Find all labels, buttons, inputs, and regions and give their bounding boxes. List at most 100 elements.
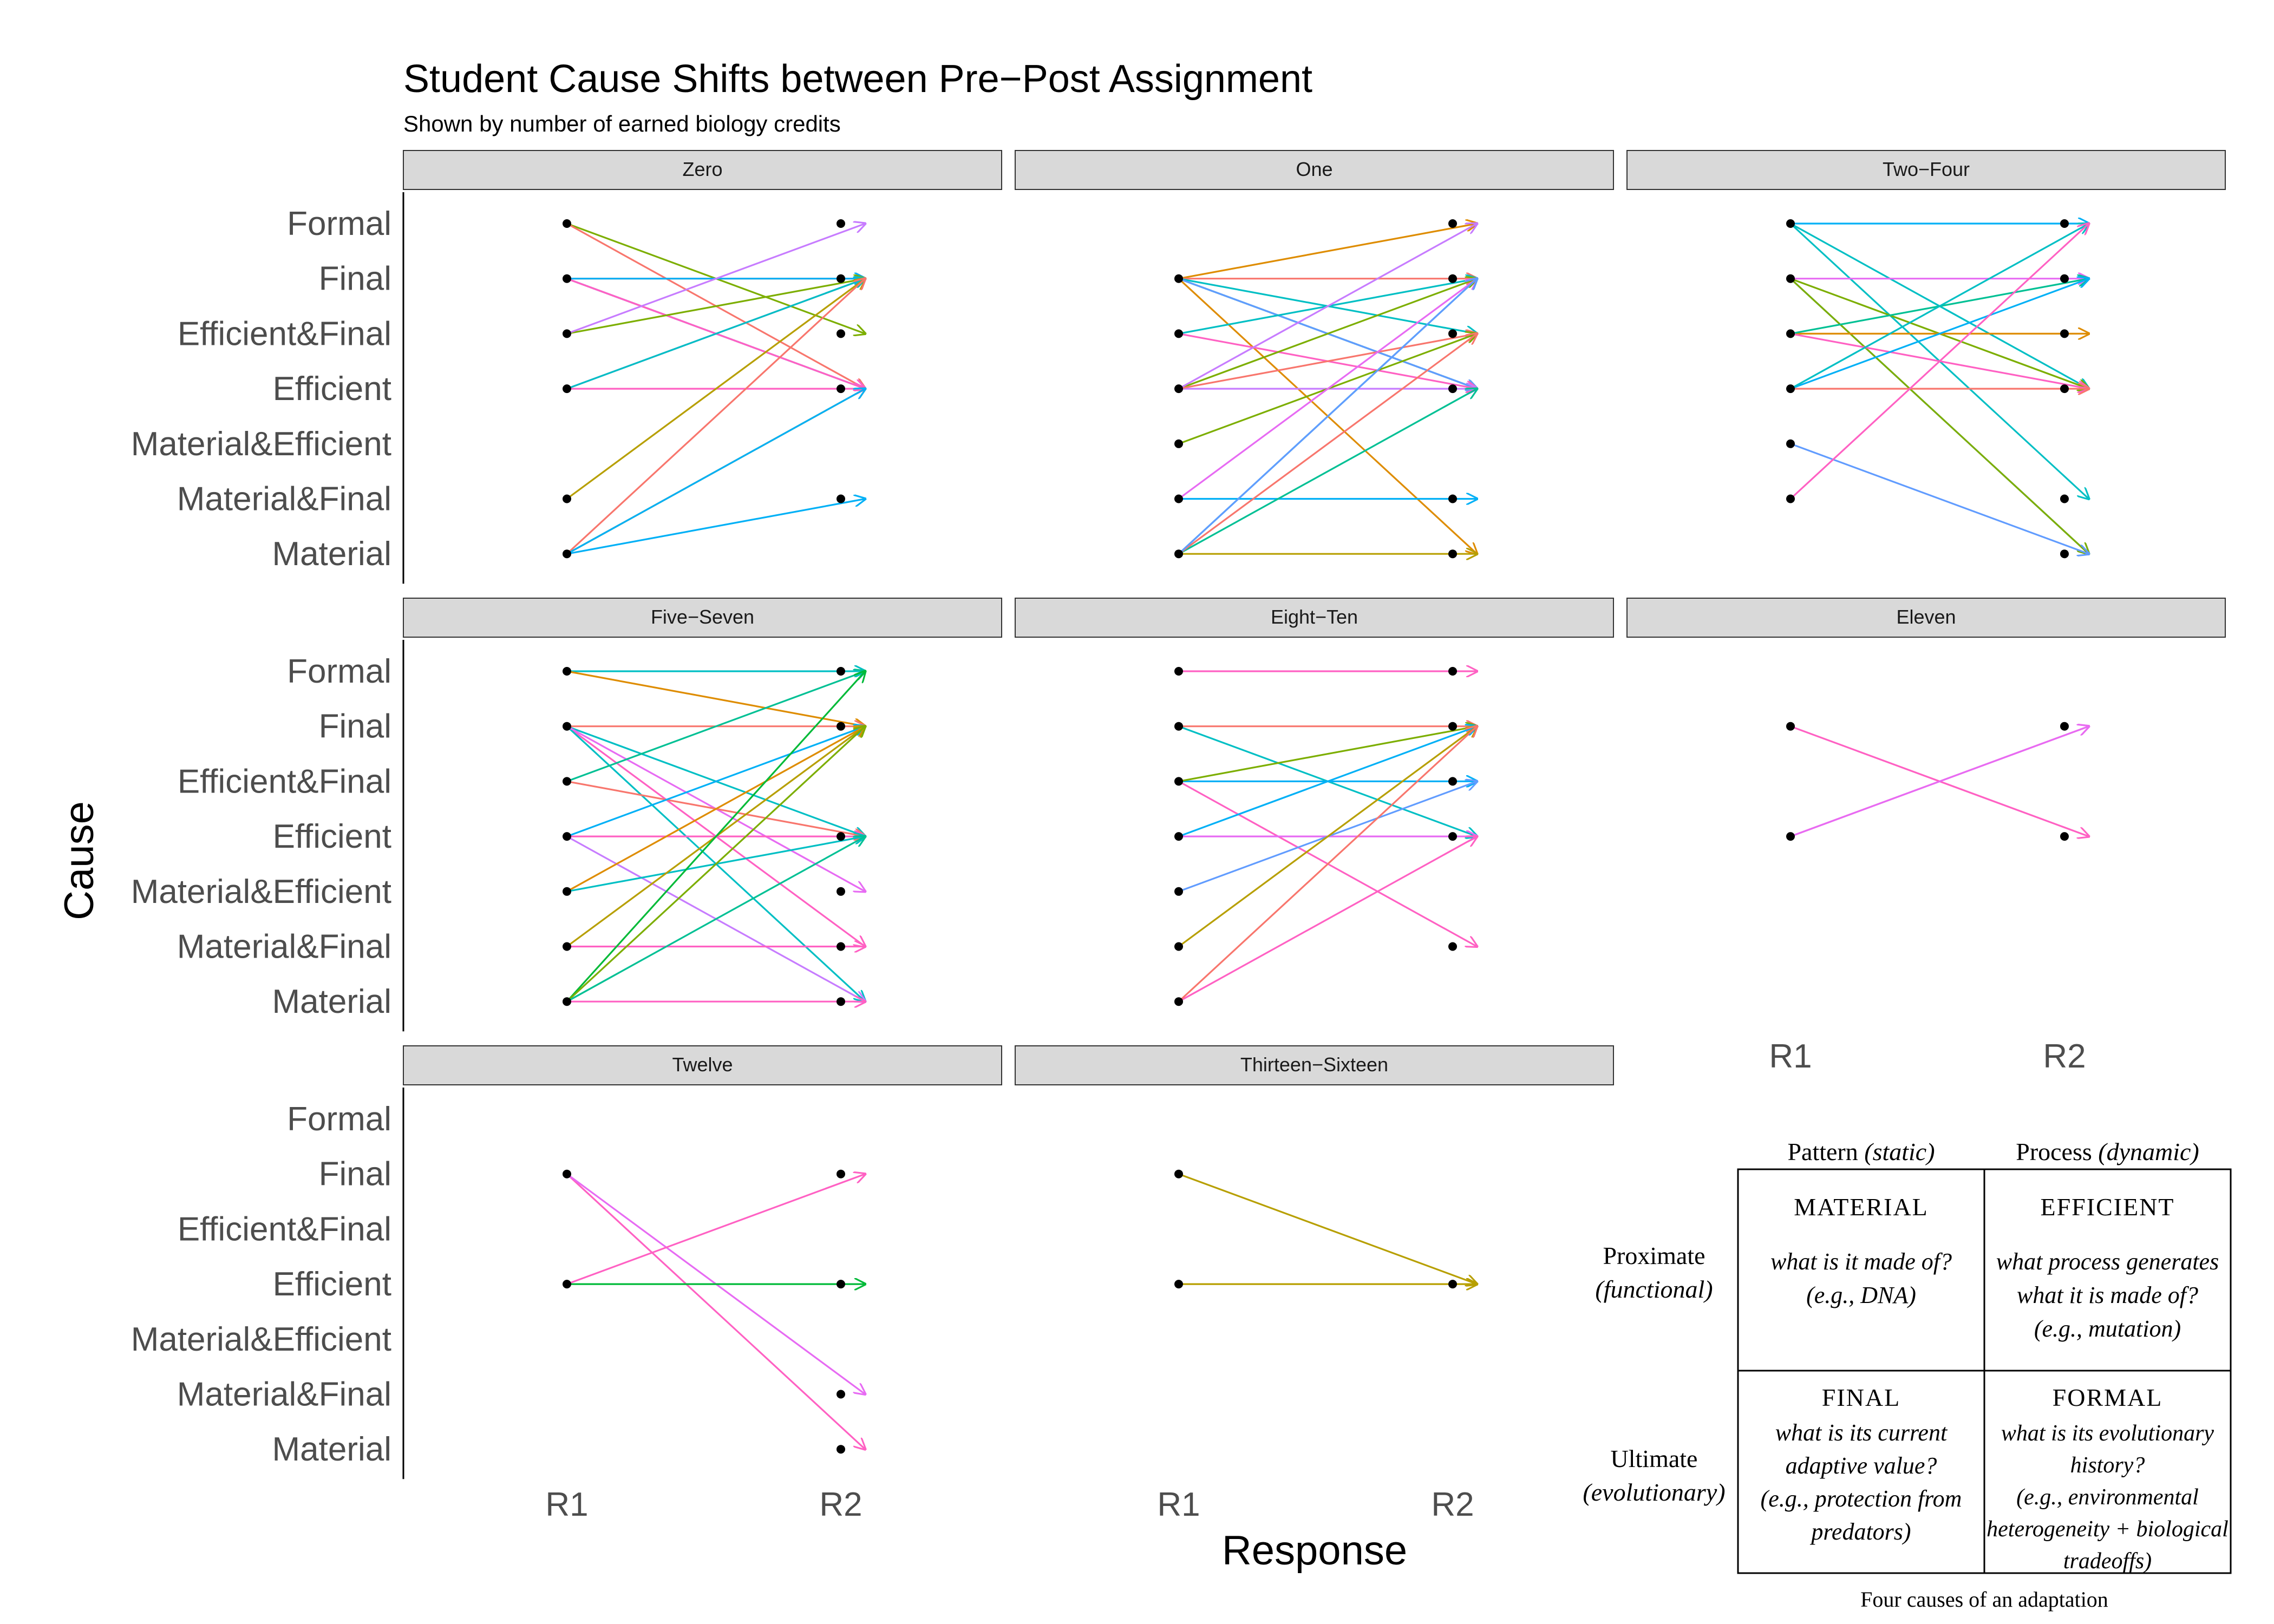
shift-arrow [566,1173,865,1450]
shift-arrow [566,670,865,726]
facet-panel: Five−Seven Material Material&Final Material… [131,598,1002,1032]
shift-arrow [1178,726,1477,837]
r1-point [563,942,571,951]
r2-point [837,1280,845,1289]
r1-point [563,832,571,841]
shift-arrow [1789,278,2089,554]
x-axis-title: Response [1222,1528,1407,1574]
r2-point [837,1390,845,1399]
r1-point [563,549,571,559]
table-cell-title: EFFICIENT [2041,1193,2175,1221]
table-cell-title: MATERIAL [1794,1193,1929,1221]
r2-point [2060,329,2069,338]
r1-point [1786,439,1795,448]
y-tick-label: Efficient [273,818,391,855]
shift-arrow [1790,443,2089,554]
r1-point [563,274,571,283]
table-cell-text: (e.g., protection from [1761,1485,1962,1512]
shift-arrow [566,836,865,1003]
r2-point [1448,777,1457,786]
shift-arrow [566,726,865,1003]
r2-point [837,942,845,951]
shift-arrow [566,279,865,555]
shift-arrow [1790,279,2089,390]
y-tick-label: Material&Final [177,1376,391,1413]
r2-point [1448,832,1457,841]
r2-point [1448,667,1457,676]
facet-strip-label: Eight−Ten [1271,606,1358,628]
r1-point [563,667,571,676]
table-column-header: Process (dynamic) [2016,1138,2199,1165]
shift-arrow [1790,224,2089,390]
table-cell-text: (e.g., DNA) [1806,1282,1916,1308]
r2-point [837,832,845,841]
y-tick-label: Material&Efficient [131,425,391,463]
r1-point [563,329,571,338]
r1-point [563,384,571,394]
table-cell-text: what is it made of? [1770,1248,1952,1275]
facet-strip-label: Two−Four [1883,158,1970,180]
facet-strip [1015,1045,1614,1085]
r2-point [2060,219,2069,228]
shift-arrow [1789,224,2089,500]
y-tick-label: Efficient [273,1266,391,1303]
facet-panel: Two−Four [1626,150,2226,559]
table-cell-text: (e.g., environmental [2016,1485,2199,1510]
table-cell-text: history? [2070,1453,2145,1478]
y-tick-label: Efficient&Final [178,763,391,800]
r1-point [1174,439,1183,448]
r1-point [1786,494,1795,503]
facet-strip [1015,150,1614,190]
r1-point [1786,274,1795,283]
r1-point [1786,329,1795,338]
r2-point [837,1169,845,1178]
table-cell-text: adaptive value? [1786,1452,1937,1479]
x-tick-label: R1 [545,1486,588,1523]
r2-point [837,667,845,676]
y-tick-label: Material&Efficient [131,1321,391,1358]
x-tick-label: R1 [1157,1486,1200,1523]
r1-point [1786,384,1795,394]
table-row-header: Ultimate [1611,1445,1698,1472]
facet-strip [1015,598,1614,638]
r1-point [563,219,571,228]
r2-point [2060,549,2069,559]
table-column-header: Pattern (static) [1787,1138,1935,1165]
facet-strip [1626,598,2226,638]
shift-arrow [1178,279,1477,390]
table-row-header-sub: (functional) [1595,1275,1713,1303]
shift-arrow [566,726,865,837]
facet-panel: Thirteen−Sixteen [1015,1045,1614,1289]
shift-arrow [566,279,865,335]
shift-arrow [566,279,865,500]
r1-point [1174,1169,1183,1178]
shift-arrow [1178,726,1477,1003]
table-cell-title: FORMAL [2053,1384,2163,1411]
r2-point [2060,384,2069,394]
y-tick-label: Material&Efficient [131,873,391,911]
table-cell-text: what process generates [1996,1248,2219,1275]
r2-point [2060,274,2069,283]
r1-point [1174,777,1183,786]
table-cell-text: (e.g., mutation) [2034,1315,2181,1342]
facet-strip [403,598,1002,638]
shift-arrow [1178,333,1477,390]
x-tick-label: R2 [2043,1038,2086,1075]
facet-panel: Eleven [1626,598,2226,841]
shift-arrow [1790,726,2089,837]
r1-point [1786,219,1795,228]
r2-point [1448,1280,1457,1289]
shift-arrow [1178,224,1477,280]
y-tick-label: Material [272,983,391,1020]
facet-strip [403,1045,1002,1085]
facet-panel: Twelve Material Material&Final Material&Eff… [131,1045,1002,1479]
r1-point [563,1280,571,1289]
r2-point [1448,219,1457,228]
r1-point [1174,832,1183,841]
shift-arrow [1178,333,1477,555]
r1-point [1174,329,1183,338]
r2-point [837,1445,845,1454]
y-tick-label: Efficient&Final [178,1210,391,1248]
facet-panels: Zero Material Material&Final Material&Effic… [131,150,2226,1523]
x-tick-label: R1 [1769,1038,1812,1075]
